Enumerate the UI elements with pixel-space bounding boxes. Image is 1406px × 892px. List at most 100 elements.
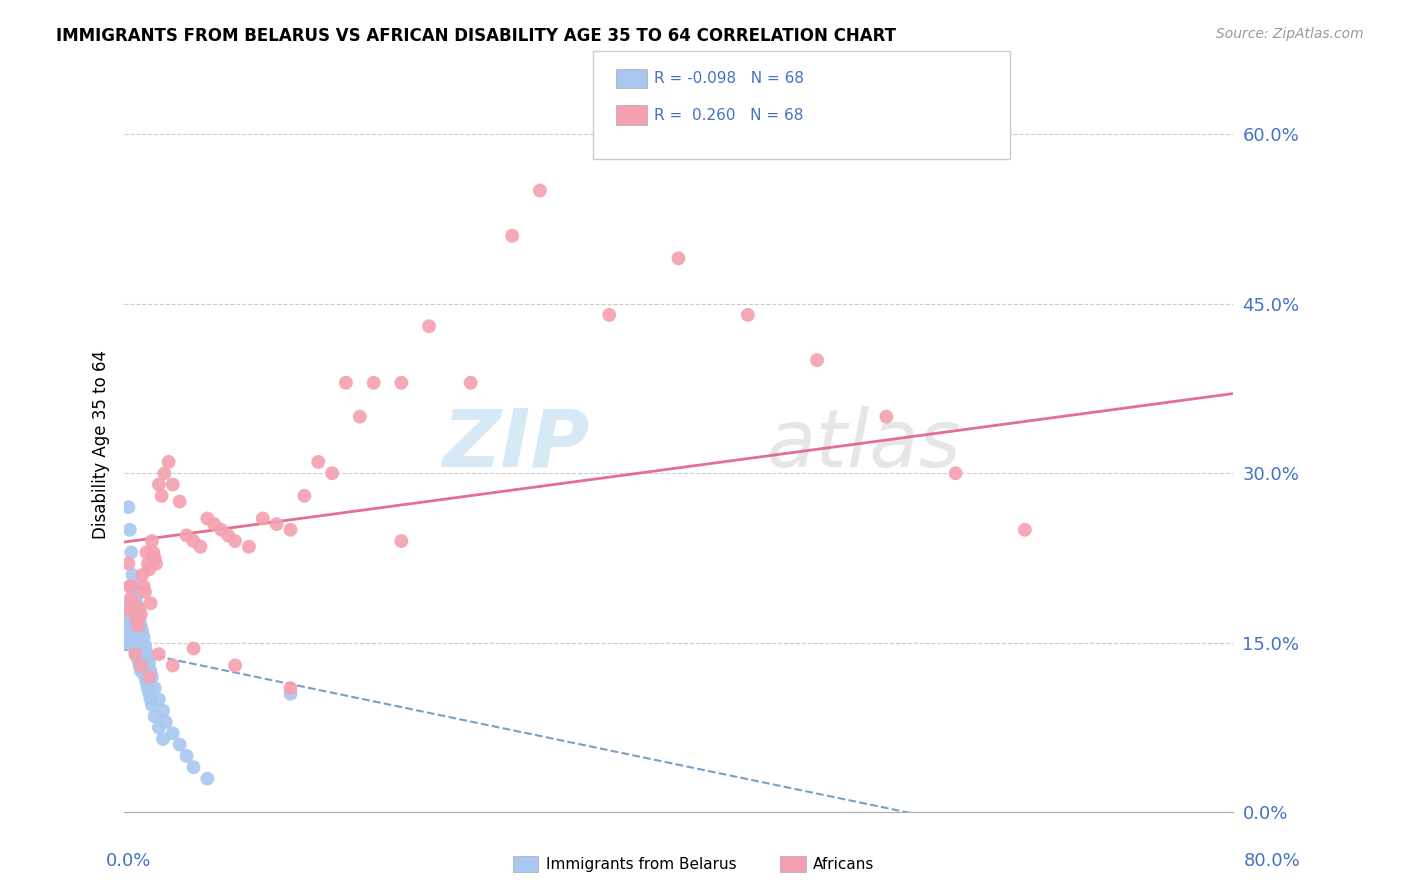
Point <box>501 228 523 243</box>
Point <box>169 738 191 752</box>
Point <box>143 709 166 723</box>
Point <box>129 658 152 673</box>
Point <box>124 630 146 644</box>
Point <box>132 630 155 644</box>
Point <box>598 308 620 322</box>
Y-axis label: Disability Age 35 to 64: Disability Age 35 to 64 <box>93 351 110 540</box>
Point <box>217 528 239 542</box>
Point <box>122 602 145 616</box>
Point <box>139 596 162 610</box>
Point <box>349 409 371 424</box>
Point <box>139 664 162 678</box>
Point <box>131 624 153 639</box>
Point <box>134 638 156 652</box>
Point <box>183 760 205 774</box>
Point <box>114 607 136 622</box>
Point <box>124 607 146 622</box>
Point <box>127 641 149 656</box>
Point <box>128 658 150 673</box>
Point <box>136 681 159 695</box>
Point <box>125 647 148 661</box>
Point <box>176 528 198 542</box>
Point <box>127 653 149 667</box>
Point <box>122 579 145 593</box>
Point <box>135 675 157 690</box>
Point <box>120 591 142 605</box>
Point <box>183 641 205 656</box>
Point <box>127 619 149 633</box>
Point <box>148 647 170 661</box>
Point <box>120 613 142 627</box>
Point <box>162 477 184 491</box>
Point <box>529 184 551 198</box>
Point <box>131 658 153 673</box>
Point <box>153 467 176 481</box>
Text: R = -0.098   N = 68: R = -0.098 N = 68 <box>654 71 804 86</box>
Point <box>138 670 160 684</box>
Point <box>115 596 138 610</box>
Point <box>129 607 152 622</box>
Point <box>143 681 166 695</box>
Point <box>117 630 139 644</box>
Point <box>122 636 145 650</box>
Point <box>124 641 146 656</box>
Point <box>292 489 315 503</box>
Text: Africans: Africans <box>813 857 875 871</box>
Point <box>169 494 191 508</box>
Point <box>124 647 146 661</box>
Point <box>117 602 139 616</box>
Point <box>117 557 139 571</box>
Point <box>129 653 152 667</box>
Point <box>121 619 143 633</box>
Point <box>141 698 163 712</box>
Point <box>122 624 145 639</box>
Point <box>183 534 205 549</box>
Point <box>127 607 149 622</box>
Point <box>120 579 142 593</box>
Point <box>875 409 897 424</box>
Text: ZIP: ZIP <box>443 406 589 484</box>
Point <box>115 613 138 627</box>
Point <box>132 579 155 593</box>
Point <box>155 714 177 729</box>
Point <box>148 692 170 706</box>
Point <box>141 534 163 549</box>
Point <box>131 568 153 582</box>
Point <box>252 511 274 525</box>
Point <box>134 585 156 599</box>
Point <box>134 670 156 684</box>
Point <box>125 636 148 650</box>
Point <box>224 534 246 549</box>
Point <box>389 534 412 549</box>
Text: IMMIGRANTS FROM BELARUS VS AFRICAN DISABILITY AGE 35 TO 64 CORRELATION CHART: IMMIGRANTS FROM BELARUS VS AFRICAN DISAB… <box>56 27 896 45</box>
Text: R =  0.260   N = 68: R = 0.260 N = 68 <box>654 108 803 122</box>
Point <box>176 748 198 763</box>
Point <box>125 613 148 627</box>
Point <box>307 455 329 469</box>
Point <box>150 489 173 503</box>
Point <box>152 704 174 718</box>
Point <box>335 376 357 390</box>
Point <box>120 624 142 639</box>
Text: Immigrants from Belarus: Immigrants from Belarus <box>546 857 737 871</box>
Point <box>238 540 260 554</box>
Point <box>737 308 759 322</box>
Point <box>138 562 160 576</box>
Point <box>124 591 146 605</box>
Point <box>266 517 288 532</box>
Point <box>209 523 232 537</box>
Point <box>143 551 166 566</box>
Point <box>129 664 152 678</box>
Point <box>162 726 184 740</box>
Point <box>125 596 148 610</box>
Point <box>280 523 302 537</box>
Point <box>321 467 343 481</box>
Text: Source: ZipAtlas.com: Source: ZipAtlas.com <box>1216 27 1364 41</box>
Point <box>118 619 141 633</box>
Point <box>121 568 143 582</box>
Point <box>121 596 143 610</box>
Point <box>142 545 165 559</box>
Point <box>141 670 163 684</box>
Point <box>120 545 142 559</box>
Point <box>132 664 155 678</box>
